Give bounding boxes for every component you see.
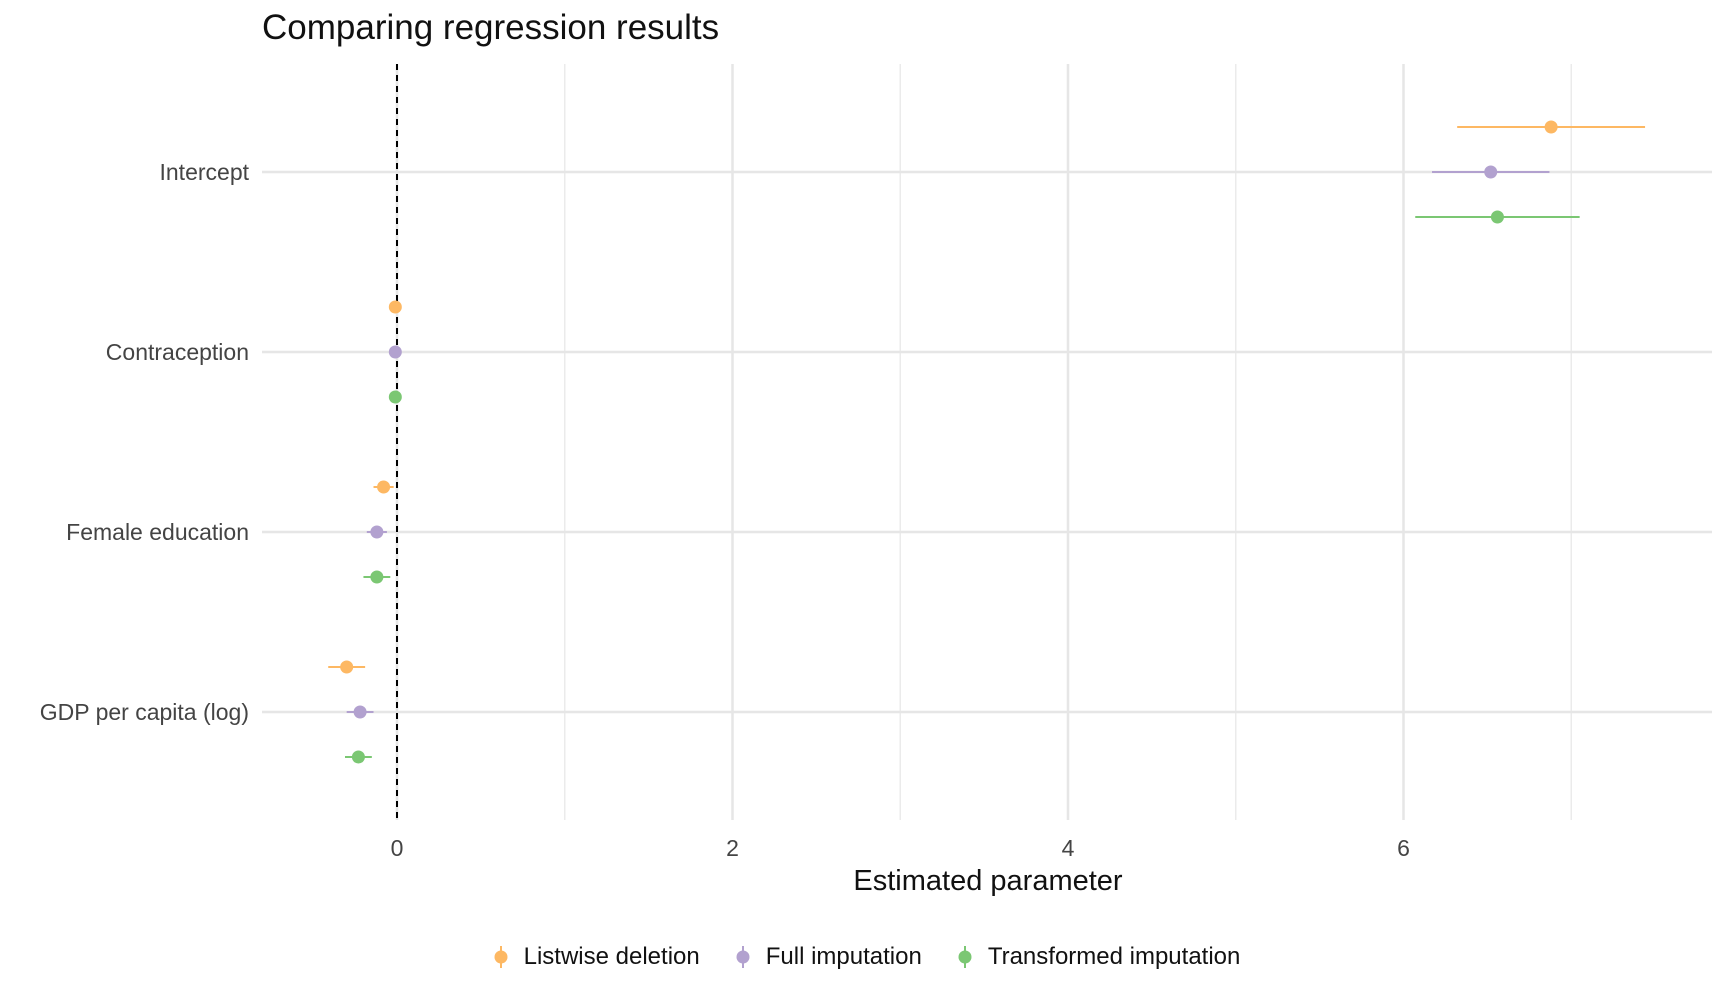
estimate-marks	[328, 120, 1646, 764]
major-gridlines	[262, 64, 1712, 820]
estimate-point	[351, 750, 365, 764]
estimate-point	[388, 300, 402, 314]
estimate-point	[353, 705, 367, 719]
estimate-point	[370, 570, 384, 584]
y-tick-label: Contraception	[106, 339, 249, 365]
estimate-point	[377, 480, 391, 494]
legend-key-icon	[736, 946, 750, 968]
x-tick-label: 2	[726, 835, 739, 861]
estimate-point	[1490, 210, 1504, 224]
legend-key-icon	[494, 946, 508, 968]
chart-title: Comparing regression results	[262, 8, 720, 47]
legend-key-icon	[958, 946, 972, 968]
legend-item: Transformed imputation	[952, 943, 1241, 971]
legend-label: Listwise deletion	[523, 943, 700, 970]
estimate-point	[388, 345, 402, 359]
estimate-point	[388, 390, 402, 404]
y-tick-label: GDP per capita (log)	[40, 699, 249, 725]
legend: Listwise deletion Full imputation Transfor…	[0, 943, 1728, 971]
coefficient-plot: Intercept Contraception Female education GD…	[40, 64, 1712, 897]
x-tick-label: 4	[1062, 835, 1075, 861]
legend-label: Full imputation	[765, 943, 922, 970]
estimate-point	[1484, 165, 1498, 179]
y-tick-label: Intercept	[160, 159, 250, 185]
x-tick-label: 6	[1397, 835, 1410, 861]
x-axis-tick-labels: 0 2 4 6	[391, 835, 1410, 861]
legend-item: Listwise deletion	[488, 943, 700, 971]
y-tick-label: Female education	[66, 519, 249, 545]
minor-gridlines	[564, 64, 1572, 820]
legend-label: Transformed imputation	[987, 943, 1241, 970]
x-tick-label: 0	[391, 835, 404, 861]
x-axis-title: Estimated parameter	[853, 865, 1123, 897]
estimate-point	[1544, 120, 1558, 134]
estimate-point	[370, 525, 384, 539]
y-axis-tick-labels: Intercept Contraception Female education GD…	[40, 159, 250, 725]
estimate-point	[340, 660, 354, 674]
legend-item: Full imputation	[730, 943, 922, 971]
